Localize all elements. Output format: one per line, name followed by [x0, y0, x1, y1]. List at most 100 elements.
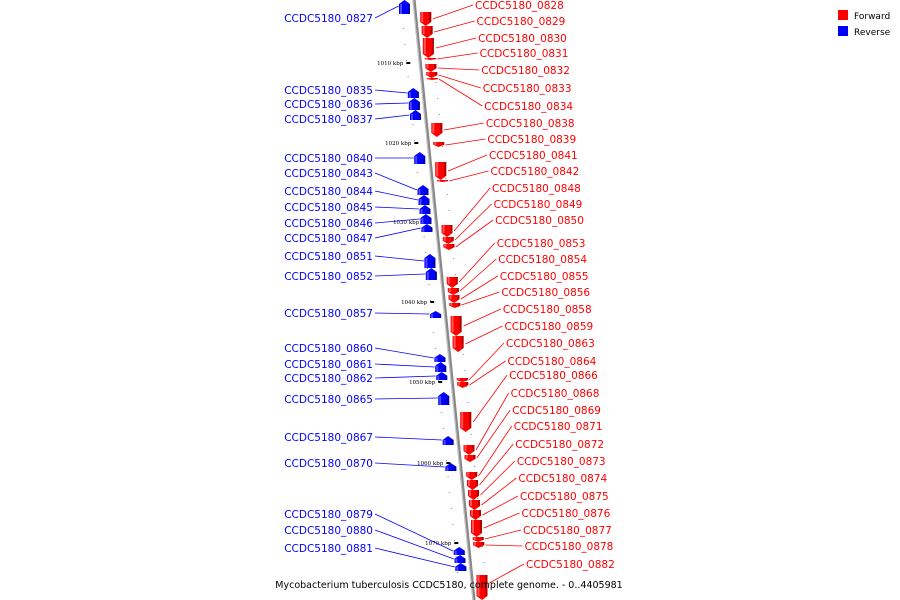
gene-shade	[457, 295, 460, 300]
axis-dot-left	[434, 348, 436, 349]
forward-gene	[435, 162, 447, 180]
gene-highlight	[473, 537, 476, 540]
forward-gene-label: CCDC5180_0838	[486, 118, 575, 130]
reverse-gene	[420, 214, 432, 224]
forward-gene-label: CCDC5180_0831	[480, 48, 569, 60]
forward-leader-line	[437, 67, 480, 71]
forward-gene-label: CCDC5180_0874	[518, 473, 607, 485]
forward-gene	[476, 575, 488, 600]
gene-highlight	[409, 102, 412, 110]
gene-shade	[430, 227, 433, 232]
forward-leader-line	[455, 219, 494, 248]
tick-layer: 1010 kbp 1020 kbp 1030 kbp 1040 kbp 1050 kbp…	[377, 61, 459, 547]
gene-highlight	[411, 114, 413, 120]
reverse-gene-label: CCDC5180_0852	[284, 271, 373, 283]
forward-gene-label: CCDC5180_0842	[491, 166, 580, 178]
axis-dot-left	[433, 332, 435, 333]
gene-highlight	[458, 382, 461, 386]
gene-shade	[433, 58, 436, 60]
gene-shade	[423, 156, 426, 164]
gene-highlight	[426, 272, 429, 280]
gene-shade	[454, 466, 457, 471]
label-layer: CCDC5180_0827 CCDC5180_0835 CCDC5180_0836 C…	[284, 0, 615, 584]
forward-gene-label: CCDC5180_0878	[525, 541, 614, 553]
gene-highlight	[469, 490, 471, 496]
axis-dot-right	[467, 402, 469, 403]
axis-dot-left	[406, 60, 407, 61]
reverse-leader-line	[374, 206, 419, 210]
forward-gene	[470, 510, 481, 520]
gene-shade	[435, 78, 438, 80]
reverse-leader-line	[374, 273, 426, 277]
reverse-gene-label: CCDC5180_0845	[284, 202, 373, 214]
reverse-leader-line	[374, 363, 435, 368]
gene-highlight	[408, 92, 411, 98]
reverse-gene	[414, 152, 426, 164]
forward-gene	[425, 64, 437, 72]
gene-highlight	[444, 244, 447, 248]
gene-shade	[429, 218, 432, 224]
forward-gene	[469, 500, 480, 510]
forward-gene-label: CCDC5180_0858	[503, 304, 592, 316]
gene-highlight	[436, 162, 439, 176]
gene-shade	[450, 225, 453, 233]
reverse-leader-line	[374, 462, 445, 468]
reverse-gene	[434, 354, 446, 362]
reverse-gene	[419, 205, 431, 214]
forward-leader-line	[438, 74, 481, 89]
forward-gene	[431, 123, 443, 137]
tick-mark	[438, 381, 443, 383]
forward-gene-label: CCDC5180_0866	[509, 370, 598, 382]
axis-dot-right	[474, 466, 475, 467]
gene-highlight	[471, 510, 473, 516]
axis-dot-left	[442, 428, 444, 429]
reverse-gene-label: CCDC5180_0843	[284, 168, 373, 180]
gene-highlight	[421, 12, 424, 22]
reverse-gene-label: CCDC5180_0847	[284, 233, 373, 245]
gene-shade	[480, 520, 482, 533]
gene-highlight	[436, 366, 439, 372]
reverse-gene	[418, 195, 430, 205]
forward-gene-label: CCDC5180_0864	[508, 356, 597, 368]
gene-shade	[444, 162, 447, 176]
reverse-leader-line	[374, 255, 425, 262]
axis-dot-left	[404, 44, 406, 45]
reverse-leader-line	[374, 529, 455, 560]
axis-dot-right	[451, 242, 453, 243]
legend-reverse-label: Reverse	[854, 28, 891, 38]
gene-shade	[419, 114, 421, 120]
reverse-leader-line	[374, 436, 443, 441]
forward-gene	[463, 445, 475, 455]
tick-mark	[446, 462, 451, 464]
reverse-gene	[430, 311, 442, 318]
forward-leader-line	[476, 409, 511, 459]
forward-leader-line	[458, 242, 495, 283]
gene-highlight	[449, 295, 452, 300]
reverse-gene	[407, 88, 419, 98]
axis-dot-right	[462, 354, 464, 355]
gene-highlight	[418, 189, 421, 195]
forward-leader-line	[483, 512, 520, 529]
reverse-leader-line	[374, 5, 399, 19]
axis-dot-right	[446, 194, 448, 195]
reverse-gene-label: CCDC5180_0867	[284, 432, 373, 444]
gene-highlight	[468, 480, 470, 486]
forward-gene	[472, 537, 484, 542]
gene-highlight	[438, 180, 440, 182]
gene-shade	[472, 445, 475, 451]
forward-leader-line	[454, 203, 492, 241]
axis-dot-left	[407, 76, 409, 77]
tick-label: 1050 kbp	[409, 380, 436, 386]
reverse-gene-label: CCDC5180_0865	[284, 394, 373, 406]
tick-mark	[414, 142, 419, 144]
gene-shade	[444, 366, 447, 372]
reverse-gene-label: CCDC5180_0870	[284, 458, 373, 470]
gene-highlight	[431, 314, 434, 318]
reverse-gene	[438, 392, 450, 405]
gene-shade	[426, 189, 429, 195]
gene-highlight	[474, 542, 477, 546]
axis-dot-right	[464, 370, 466, 371]
reverse-leader-line	[374, 513, 454, 552]
forward-leader-line	[489, 563, 525, 584]
